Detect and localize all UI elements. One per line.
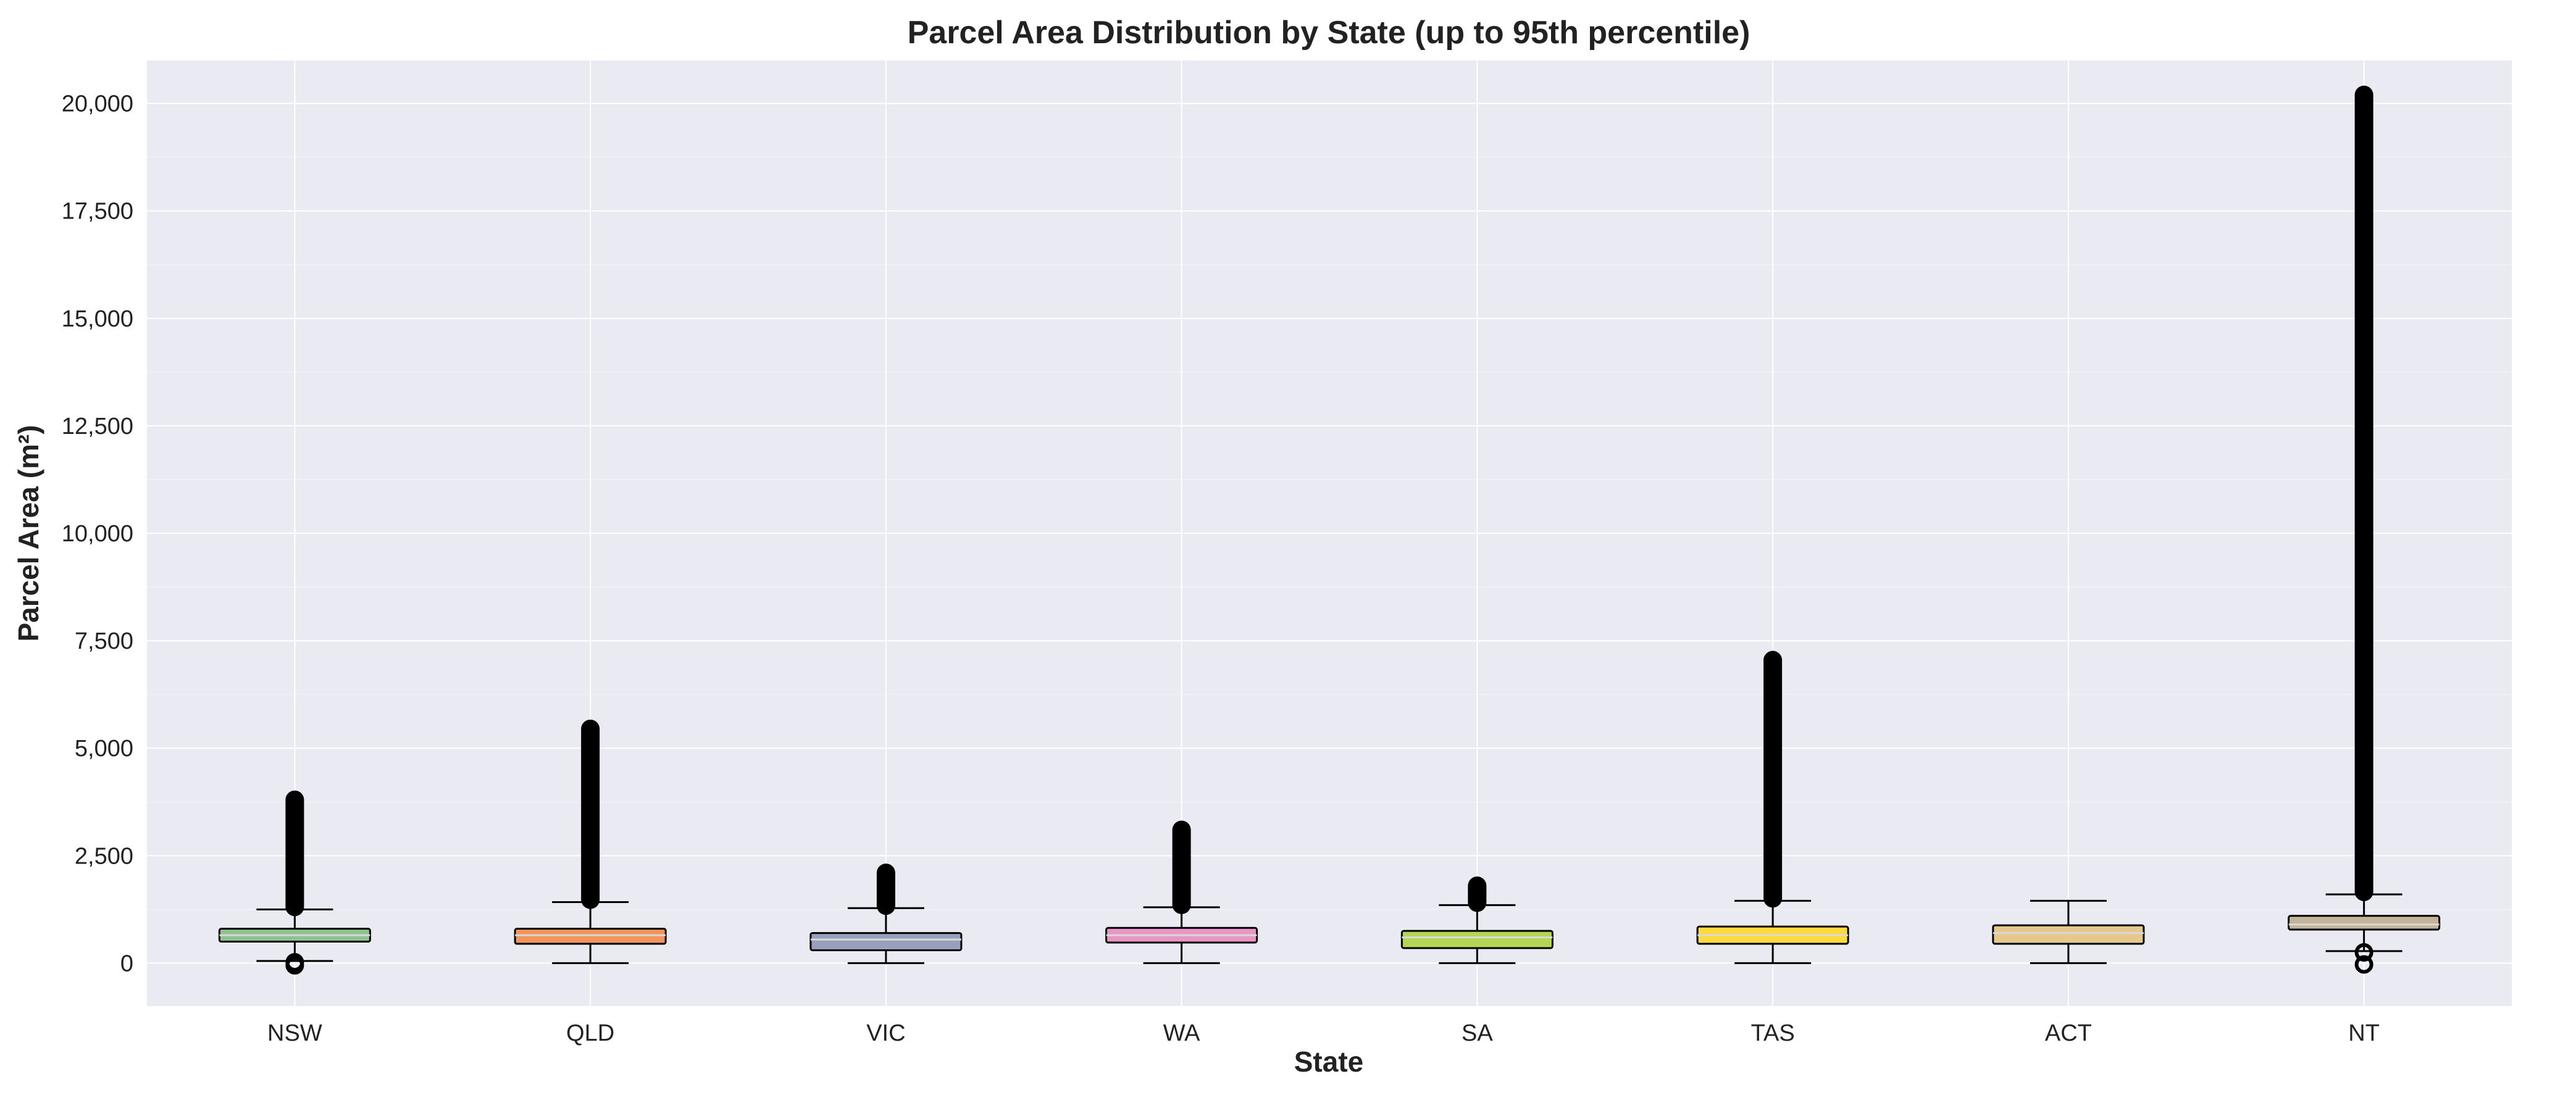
tick-layer: 0 2,500 5,000 7,500 10,000 12,500 15,000 17,500… xyxy=(62,91,2380,1046)
x-tick-label: SA xyxy=(1462,1020,1493,1046)
box-group-qld xyxy=(514,719,667,964)
x-axis-label: State xyxy=(1294,1046,1363,1078)
box-iqr xyxy=(2288,915,2441,931)
box-group-tas xyxy=(1696,651,1849,964)
x-tick-label: ACT xyxy=(2045,1020,2092,1046)
box-group-vic xyxy=(809,864,963,964)
y-tick-label: 5,000 xyxy=(75,736,133,762)
outlier-point xyxy=(2354,955,2373,974)
x-tick-label: QLD xyxy=(566,1020,614,1046)
grid-layer xyxy=(147,60,2512,1006)
y-tick-label: 15,000 xyxy=(62,306,133,332)
y-tick-label: 0 xyxy=(120,951,133,976)
box-group-nsw xyxy=(218,790,371,975)
box-group-wa xyxy=(1105,820,1258,964)
box-group-sa xyxy=(1400,876,1554,964)
box-iqr xyxy=(514,928,667,945)
box-iqr xyxy=(1400,930,1554,949)
data-layer xyxy=(218,85,2441,975)
x-tick-label: WA xyxy=(1163,1020,1200,1046)
x-tick-label: TAS xyxy=(1751,1020,1795,1046)
y-tick-label: 10,000 xyxy=(62,521,133,547)
box-iqr xyxy=(1992,924,2145,945)
x-tick-label: NT xyxy=(2348,1020,2380,1046)
y-tick-label: 17,500 xyxy=(62,199,133,225)
box-group-nt xyxy=(2288,85,2441,974)
box-iqr xyxy=(809,932,963,951)
x-tick-label: NSW xyxy=(267,1020,322,1046)
box-group-act xyxy=(1992,899,2145,964)
x-tick-label: VIC xyxy=(866,1020,905,1046)
y-axis-label: Parcel Area (m²) xyxy=(12,425,44,641)
y-tick-label: 7,500 xyxy=(75,628,133,654)
y-tick-label: 12,500 xyxy=(62,414,133,439)
y-tick-label: 2,500 xyxy=(75,843,133,869)
y-tick-label: 20,000 xyxy=(62,91,133,117)
chart-title: Parcel Area Distribution by State (up to… xyxy=(908,15,1750,51)
